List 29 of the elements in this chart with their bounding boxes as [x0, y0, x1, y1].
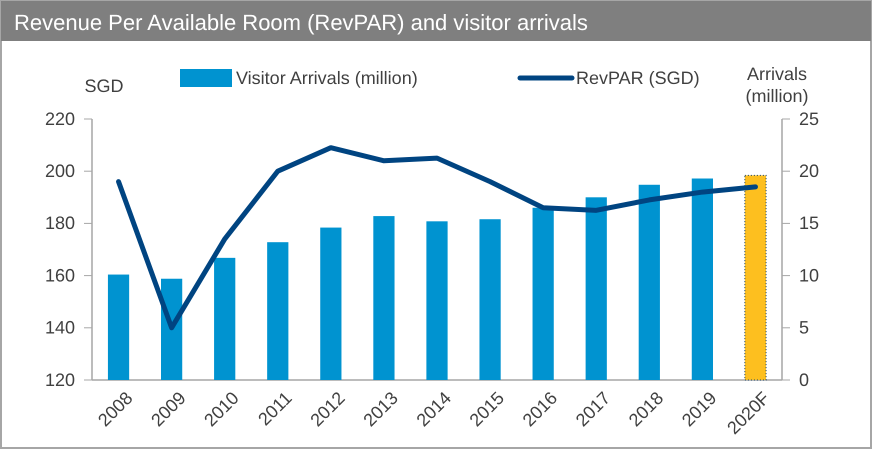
y2-tick-label: 10 [799, 265, 820, 286]
legend-label: RevPAR (SGD) [576, 68, 700, 88]
y-tick-label: 200 [44, 160, 75, 181]
bar [586, 197, 607, 380]
y-tick-label: 120 [44, 370, 75, 390]
y2-tick-label: 0 [799, 370, 810, 390]
y-tick-label: 140 [44, 318, 75, 338]
y-tick-label: 160 [44, 265, 75, 286]
bar [214, 258, 236, 380]
y2-tick-label: 5 [799, 318, 810, 338]
y2-tick-label: 15 [799, 213, 820, 234]
bar [692, 178, 713, 380]
bar [532, 208, 554, 380]
bar [267, 242, 288, 380]
bar [320, 228, 342, 380]
y-axis-title: SGD [84, 76, 124, 96]
bar [373, 216, 395, 380]
bar [638, 184, 660, 380]
bar [479, 219, 501, 380]
bar [744, 174, 767, 380]
bar [426, 221, 448, 380]
y2-tick-label: 20 [799, 160, 820, 181]
bar [108, 274, 130, 380]
y2-axis-title: Arrivals (million) [746, 64, 808, 106]
y-tick-label: 220 [44, 108, 75, 129]
chart-title: Revenue Per Available Room (RevPAR) and visitor arrivals [14, 10, 588, 35]
y-tick-label: 180 [44, 213, 75, 234]
y2-tick-label: 25 [799, 108, 820, 129]
legend-label: Visitor Arrivals (million) [236, 68, 418, 88]
